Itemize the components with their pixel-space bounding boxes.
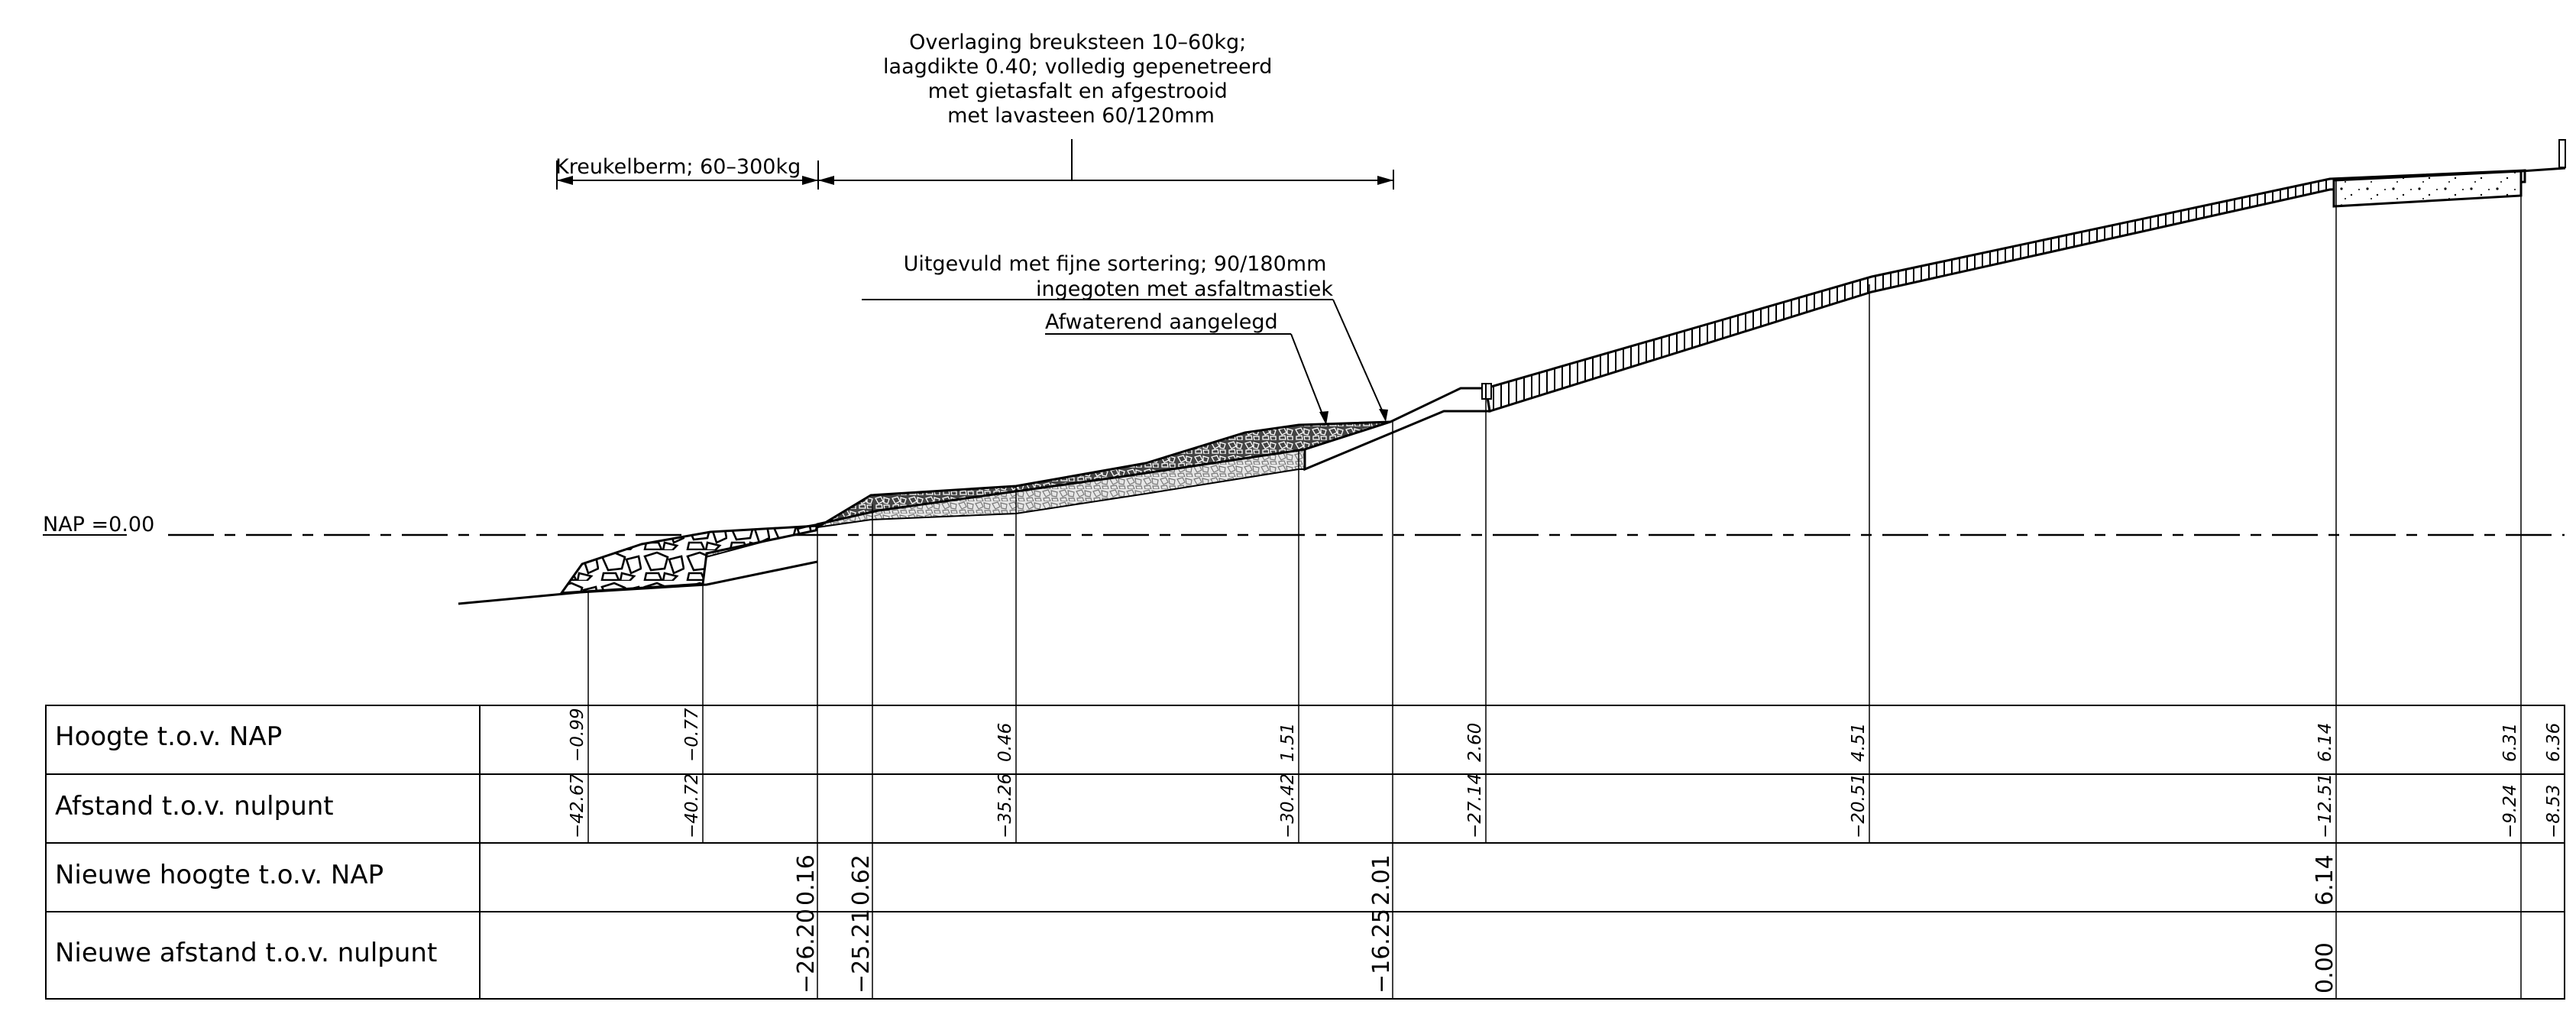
fill-note: Uitgevuld met fijne sortering; 90/180mm … — [904, 252, 1334, 301]
old-distance-value: −8.53 — [2544, 785, 2564, 838]
old-height-value: 6.14 — [2315, 723, 2335, 762]
table-row-label: Nieuwe hoogte t.o.v. NAP — [55, 860, 383, 890]
kreukelberm-dimension: Kreukelberm; 60–300kg — [555, 155, 819, 190]
transition-block — [1481, 383, 1492, 400]
old-distance-value: −27.14 — [1465, 773, 1485, 838]
fill-note-arrowhead — [1379, 409, 1388, 422]
new-height-value: 0.62 — [848, 854, 875, 906]
overlaging-dimension — [818, 139, 1394, 190]
kreukelberm-label: Kreukelberm; 60–300kg — [555, 155, 801, 179]
new-distance-value: 0.00 — [2312, 942, 2338, 993]
overlaging-note: Overlaging breuksteen 10–60kg; laagdikte… — [883, 31, 1279, 128]
table-row-label: Hoogte t.o.v. NAP — [55, 721, 282, 752]
crest-marker-post — [2558, 139, 2566, 168]
station-leader-lines — [587, 173, 2522, 999]
new-distance-value: −16.25 — [1368, 909, 1395, 993]
new-height-value: 0.16 — [793, 854, 820, 906]
old-height-value: 6.36 — [2544, 723, 2564, 762]
slope-revetment-hatched — [1484, 169, 2526, 413]
drain-note-arrowhead — [1319, 411, 1328, 425]
drain-note-leader — [1290, 333, 1326, 423]
old-distance-value: −20.51 — [1849, 773, 1869, 838]
new-distance-value: −26.20 — [793, 909, 820, 993]
new-distance-value: −25.21 — [848, 909, 875, 993]
data-table-grid — [45, 705, 2565, 1000]
old-height-value: −0.99 — [568, 708, 587, 762]
old-distance-value: −40.72 — [682, 773, 702, 838]
overlay-layer-dark — [816, 420, 1391, 530]
old-height-value: 0.46 — [995, 723, 1015, 762]
old-distance-value: −35.26 — [995, 773, 1015, 838]
old-height-value: 1.51 — [1278, 723, 1298, 762]
new-height-value: 2.01 — [1368, 854, 1395, 906]
table-row-label: Nieuwe afstand t.o.v. nulpunt — [55, 938, 437, 968]
old-height-value: 2.60 — [1465, 723, 1485, 762]
old-distance-value: −42.67 — [568, 773, 587, 838]
nap-label: NAP =0.00 — [43, 513, 154, 536]
crest-top-line — [2520, 167, 2566, 173]
old-distance-value: −30.42 — [1278, 773, 1298, 838]
old-height-value: 4.51 — [1849, 723, 1869, 762]
fill-note-leader — [1332, 299, 1387, 420]
new-height-value: 6.14 — [2312, 854, 2338, 906]
old-height-value: 6.31 — [2500, 723, 2520, 762]
table-row-label: Afstand t.o.v. nulpunt — [55, 791, 334, 822]
old-distance-value: −9.24 — [2500, 785, 2520, 838]
transition-piece — [1303, 387, 1491, 472]
old-height-value: −0.77 — [682, 708, 702, 762]
drain-note: Afwaterend aangelegd — [1045, 310, 1278, 334]
old-distance-value: −12.51 — [2315, 773, 2335, 838]
filter-layer-light — [701, 448, 1306, 559]
